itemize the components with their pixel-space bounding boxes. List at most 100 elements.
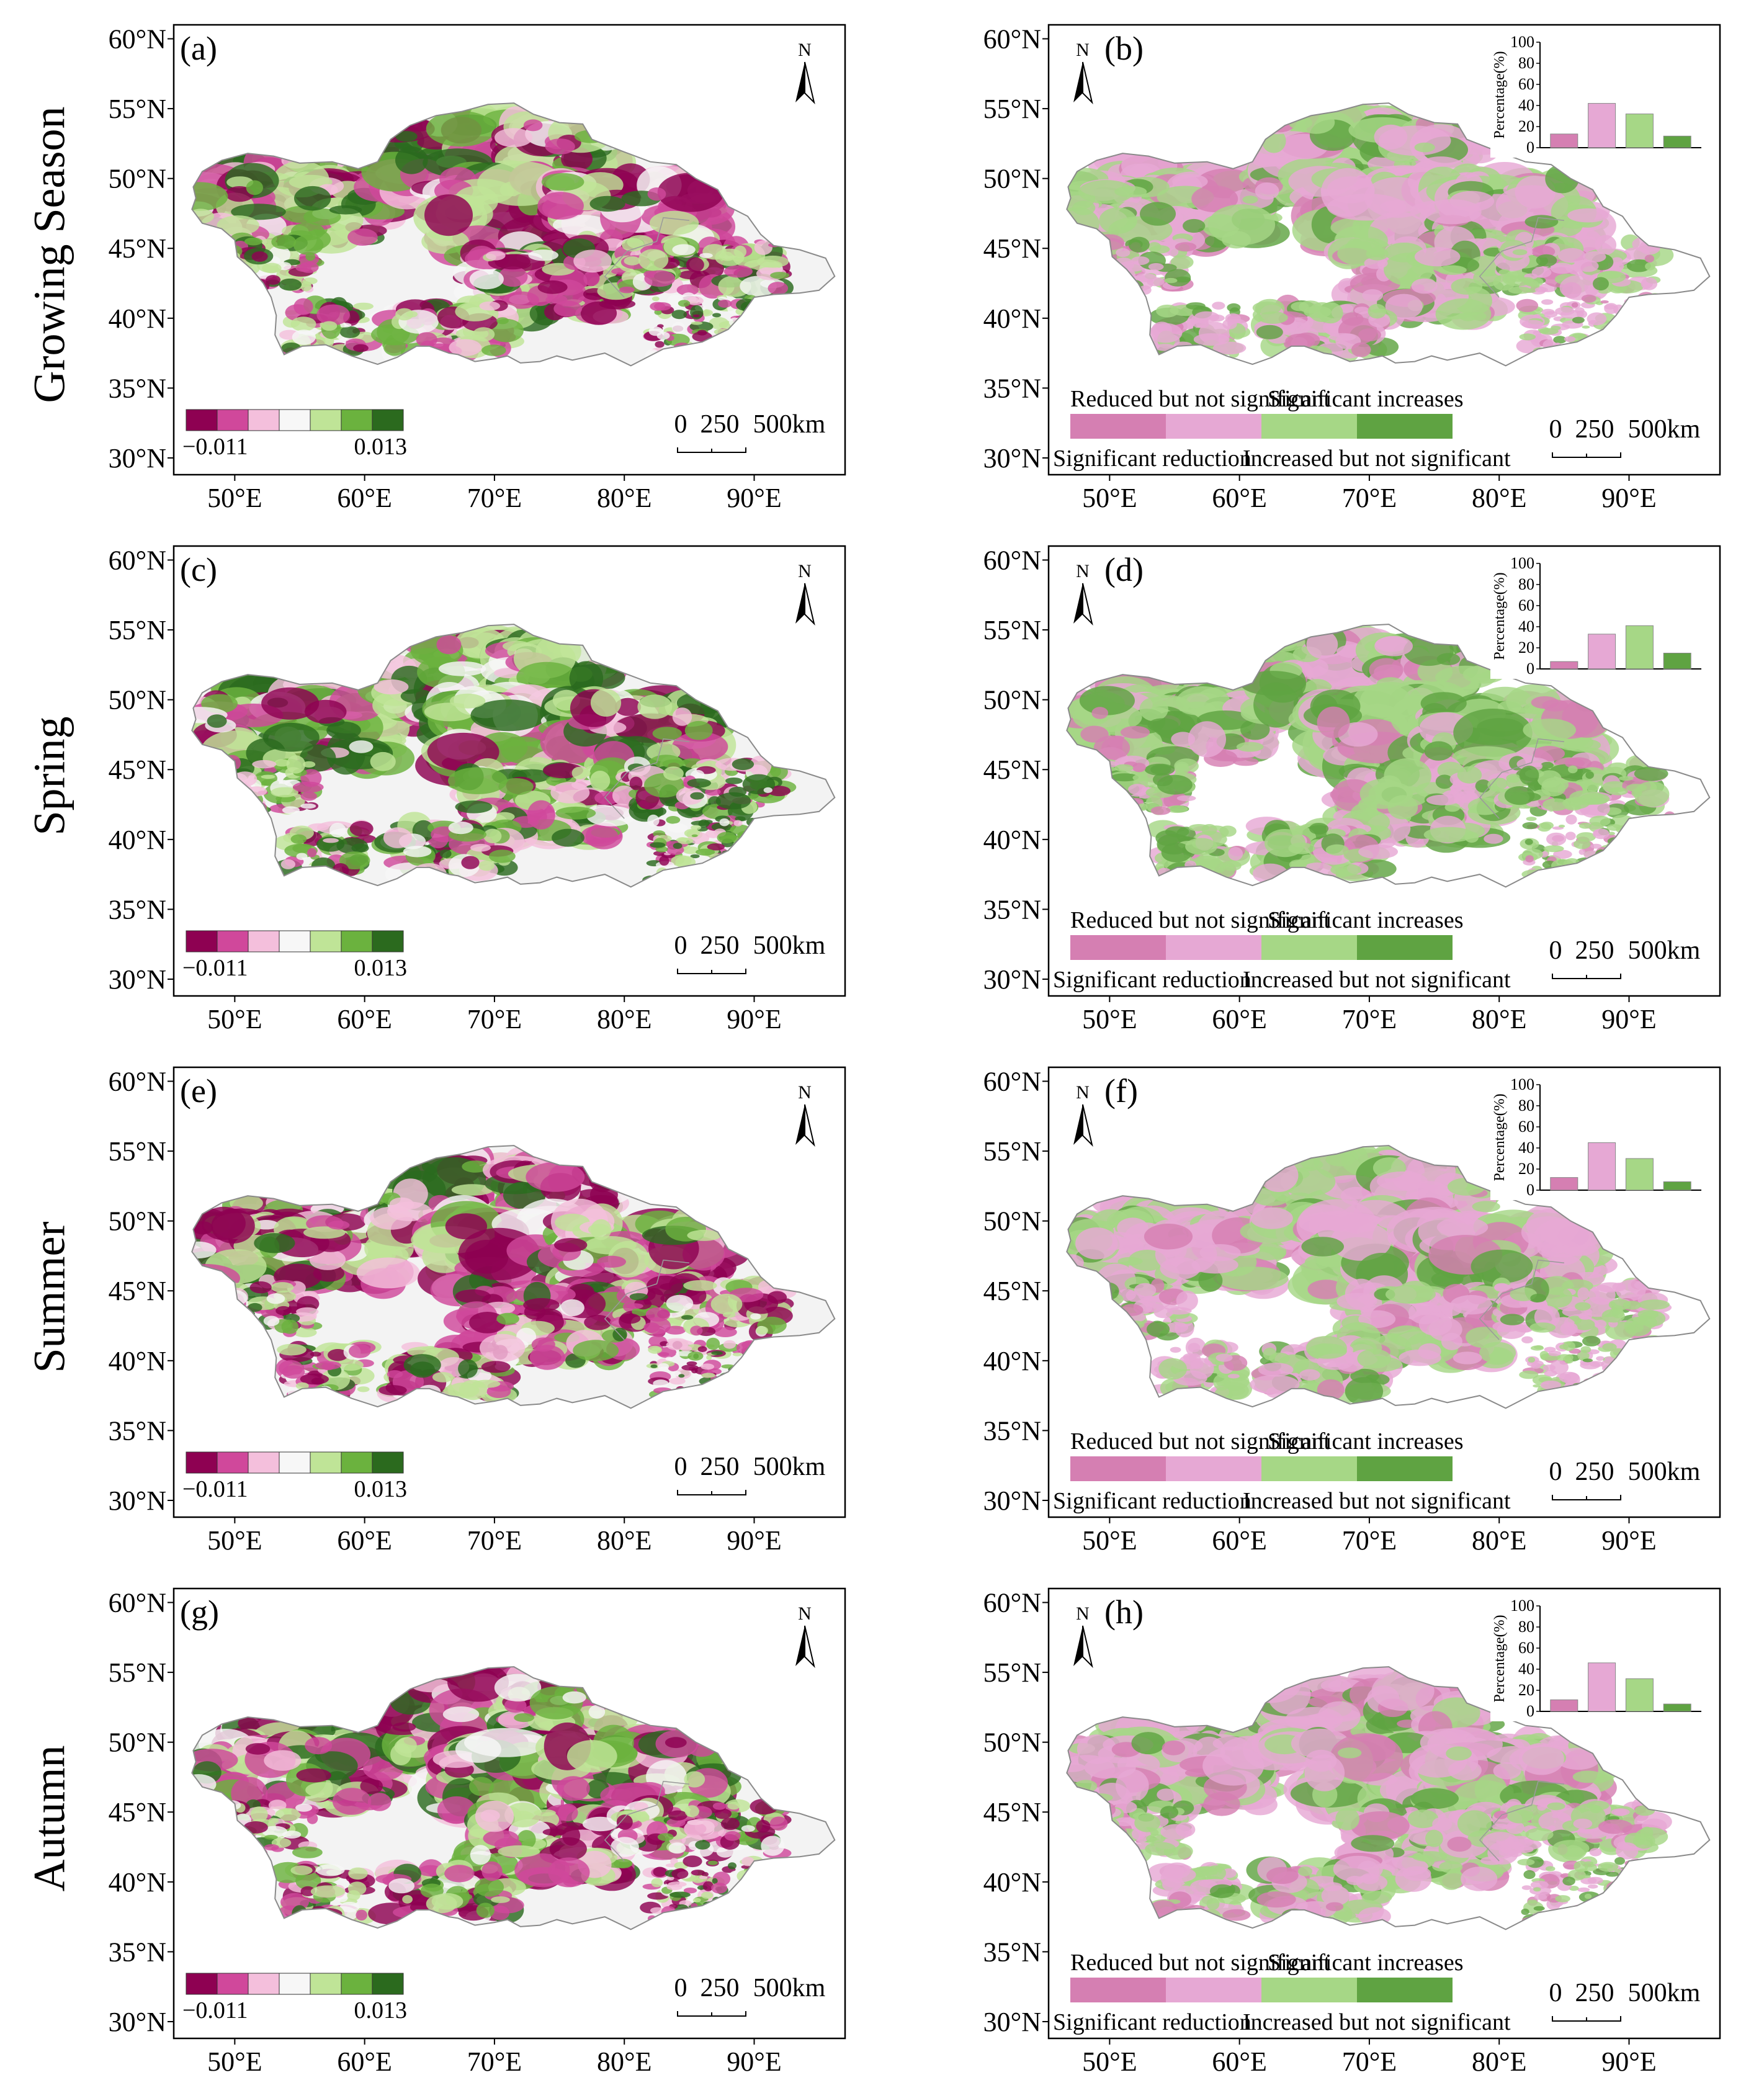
vegetation-patch [647,187,666,201]
vegetation-patch [580,825,619,847]
vegetation-patch [537,192,584,220]
lat-tick-label: 35°N [983,373,1041,403]
sig-legend-swatch [1070,414,1166,439]
vegetation-patch [725,778,743,784]
vegetation-patch [1289,321,1306,331]
vegetation-patch [1541,308,1555,315]
vegetation-patch [300,281,312,292]
trend-legend-swatch [341,409,373,431]
vegetation-patch [449,693,486,709]
vegetation-patch [1593,277,1609,291]
vegetation-patch [686,296,704,305]
vegetation-patch [687,778,711,788]
row-label-summer: Summer [24,1221,74,1373]
vegetation-patch [266,275,281,285]
vegetation-patch [339,326,360,338]
lon-tick-label: 70°E [467,483,522,513]
scalebar-label: 0 [674,410,687,439]
vegetation-patch [599,298,636,310]
lat-tick-label: 55°N [109,615,166,645]
panel-a-trend-map: 60°N 55°N 50°N 45°N 40°N 35°N 30°N 50°E 60°E 70°E… [93,16,857,513]
vegetation-patch [686,257,704,272]
scalebar-label: 250 [1575,415,1614,444]
vegetation-patch [1317,302,1343,324]
vegetation-patch [448,767,508,794]
vegetation-patch [734,245,746,258]
lon-tick-label: 60°E [337,1004,392,1034]
vegetation-patch [1411,278,1438,294]
vegetation-patch [1587,312,1607,326]
lon-tick-label: 70°E [1342,483,1397,513]
vegetation-patch [770,272,790,279]
vegetation-patch [438,661,486,676]
trend-legend-min: −0.011 [182,434,248,460]
lon-tick-label: 50°E [207,1004,262,1034]
lat-tick-label: 40°N [109,303,166,334]
inset-y-tick-label: 40 [1518,96,1534,114]
vegetation-patch [690,305,704,320]
trend-legend-max: 0.013 [354,434,408,460]
lat-tick-label: 60°N [109,545,166,576]
vegetation-patch [699,253,713,258]
vegetation-patch [586,805,636,827]
vegetation-patch [488,318,524,343]
vegetation-patch [1212,302,1225,310]
vegetation-patch [329,205,362,215]
scalebar-label: 500km [753,410,826,439]
vegetation-patch [656,331,670,340]
lat-tick-label: 30°N [983,443,1041,473]
vegetation-patch [550,782,590,804]
inset-y-tick-label: 60 [1518,75,1534,93]
vegetation-patch [692,314,700,318]
lat-tick-label: 45°N [983,233,1041,264]
lon-tick-label: 50°E [207,483,262,513]
vegetation-patch [1521,320,1544,329]
vegetation-patch [395,146,428,174]
vegetation-patch [1414,142,1435,153]
inset-y-tick-label: 100 [1510,33,1534,51]
inset-y-tick-label: 0 [1526,138,1534,156]
vegetation-patch [321,321,338,331]
sig-legend-swatch [1166,414,1261,439]
vegetation-patch [754,240,773,255]
vegetation-patch [1645,262,1655,271]
vegetation-patch [207,714,227,728]
vegetation-patch [436,635,462,655]
vegetation-patch [684,720,713,740]
vegetation-patch [455,800,493,813]
vegetation-patch [1242,195,1258,204]
vegetation-patch [231,204,286,220]
vegetation-patch [1366,247,1389,261]
vegetation-patch [553,300,583,317]
vegetation-patch [654,309,662,315]
vegetation-patch [416,332,437,347]
lon-tick-label: 80°E [597,1004,651,1034]
vegetation-patch [1222,319,1237,329]
sig-legend-swatch [1357,414,1453,439]
vegetation-patch [537,280,568,294]
inset-bar [1663,135,1691,148]
vegetation-patch [469,269,504,290]
vegetation-patch [293,235,324,255]
vegetation-patch [1140,202,1176,226]
vegetation-patch [370,751,396,771]
vegetation-patch [676,284,699,296]
scalebar-label: 250 [701,410,740,439]
vegetation-patch [732,758,754,771]
vegetation-patch [541,173,584,191]
vegetation-patch [1164,277,1178,284]
vegetation-patch [1258,311,1288,324]
vegetation-patch [1519,333,1536,341]
panel-label: (a) [180,30,217,67]
inset-y-tick-label: 20 [1518,117,1534,135]
trend-legend-swatch [372,409,404,431]
vegetation-patch [244,237,262,246]
vegetation-patch [1072,200,1096,215]
vegetation-patch [1451,278,1483,295]
panel-c-trend-map: 60°N 55°N 50°N 45°N 40°N 35°N 30°N 50°E 60°E 70°E… [93,537,857,1034]
lat-tick-label: 40°N [983,303,1041,334]
lat-tick-label: 30°N [109,443,166,473]
vegetation-patch [271,234,297,249]
lat-tick-label: 55°N [983,94,1041,124]
vegetation-patch [523,119,543,132]
